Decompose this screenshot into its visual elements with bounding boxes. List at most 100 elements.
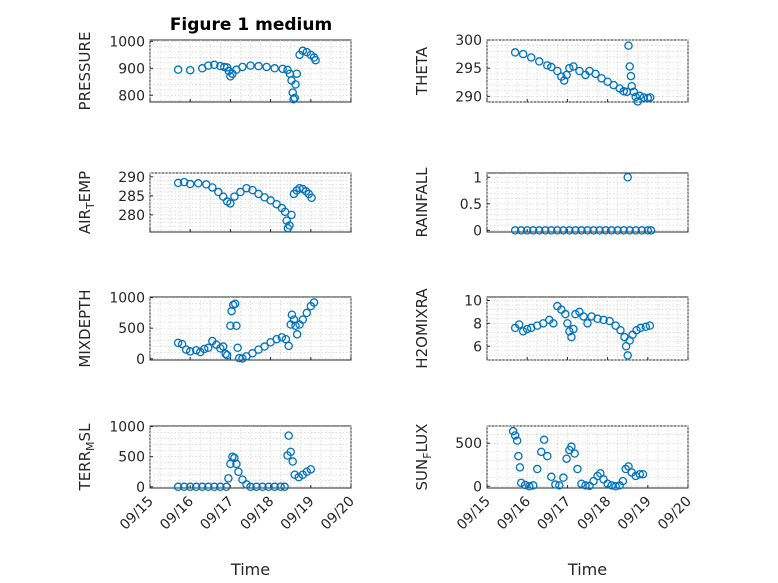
data-point <box>248 349 257 358</box>
y-tick-label: 0.5 <box>460 197 482 213</box>
data-point <box>555 481 564 490</box>
x-tick-label: 09/19 <box>278 494 318 534</box>
data-point <box>563 319 572 328</box>
subplot-1: 800 900 1000 PRESSURE <box>76 32 352 110</box>
data-point <box>516 226 526 235</box>
data-point <box>230 192 239 201</box>
data-point <box>541 226 550 235</box>
data-point <box>226 199 235 208</box>
data-point <box>222 482 231 492</box>
data-point <box>289 95 298 104</box>
data-point <box>591 69 600 79</box>
data-point <box>270 64 279 73</box>
y-axis-label: THETA <box>413 46 431 96</box>
data-point <box>575 66 584 76</box>
data-point <box>307 193 316 202</box>
data-point <box>306 465 316 474</box>
data-point <box>643 226 653 235</box>
x-tick-label: 09/16 <box>157 493 197 533</box>
y-tick-label: 1000 <box>109 291 145 307</box>
y-tick-label: 10 <box>464 293 482 309</box>
y-tick-label: 290 <box>455 89 482 105</box>
data-point <box>570 449 579 458</box>
data-point <box>228 300 238 310</box>
data-point <box>569 62 578 71</box>
data-point <box>204 482 213 492</box>
data-point <box>571 226 580 235</box>
data-point <box>173 178 183 188</box>
data-point <box>515 463 525 472</box>
data-point <box>547 472 556 482</box>
x-axis-label: Time <box>230 560 270 579</box>
data-point <box>179 482 189 492</box>
data-point <box>222 350 232 360</box>
data-point <box>589 476 598 486</box>
y-tick-label: 900 <box>118 61 145 77</box>
data-point <box>218 342 228 351</box>
data-point <box>262 62 271 72</box>
data-point <box>543 451 552 461</box>
data-point <box>280 482 289 492</box>
data-point <box>603 479 612 488</box>
data-point <box>551 480 560 489</box>
data-point <box>537 447 546 457</box>
data-point <box>510 48 520 57</box>
data-point <box>528 226 538 235</box>
data-point <box>618 476 628 486</box>
data-point <box>613 226 622 235</box>
data-point <box>625 62 634 71</box>
data-point <box>204 61 213 70</box>
y-axis-label: SUNFLUX <box>413 424 434 491</box>
data-point <box>611 321 620 330</box>
data-point <box>173 338 183 348</box>
y-tick-label: 800 <box>118 88 145 104</box>
x-tick-label: 09/17 <box>534 494 574 534</box>
data-point <box>631 226 640 235</box>
data-point <box>543 61 552 70</box>
data-point <box>185 65 195 75</box>
data-point <box>238 354 247 363</box>
data-point <box>291 321 300 330</box>
data-point <box>290 93 299 103</box>
data-point <box>210 60 219 70</box>
data-point <box>535 57 544 66</box>
data-point <box>204 343 213 353</box>
data-point <box>589 226 598 235</box>
data-point <box>292 330 302 339</box>
data-point <box>181 345 191 354</box>
data-point <box>270 482 279 492</box>
subplot-4: 0 0.5 1 RAINFALL <box>413 167 689 239</box>
data-point <box>619 226 628 235</box>
data-point <box>233 343 242 353</box>
data-point <box>512 436 522 445</box>
data-point <box>191 345 201 355</box>
x-tick-label: 09/18 <box>575 494 615 534</box>
data-point <box>645 93 655 102</box>
data-point <box>641 322 651 332</box>
data-point <box>284 431 293 440</box>
data-point <box>252 482 261 492</box>
data-point <box>599 315 608 325</box>
data-point <box>236 187 245 197</box>
data-point <box>226 321 235 330</box>
y-tick-label: 290 <box>118 170 145 186</box>
data-point <box>248 185 257 195</box>
data-point <box>539 435 549 445</box>
y-tick-label: 0 <box>473 223 482 239</box>
data-point <box>583 226 592 235</box>
data-point <box>272 334 281 344</box>
data-point <box>277 333 287 342</box>
data-point <box>302 308 312 318</box>
data-point <box>185 179 195 189</box>
y-axis-label: AIRTEMP <box>76 171 97 234</box>
data-point <box>210 482 219 492</box>
data-point <box>520 480 530 490</box>
data-point <box>637 226 647 235</box>
data-point <box>623 173 632 182</box>
data-point <box>619 87 628 96</box>
y-tick-label: 295 <box>455 61 482 77</box>
data-point <box>549 319 558 328</box>
data-point <box>289 315 299 324</box>
data-point <box>535 226 544 235</box>
